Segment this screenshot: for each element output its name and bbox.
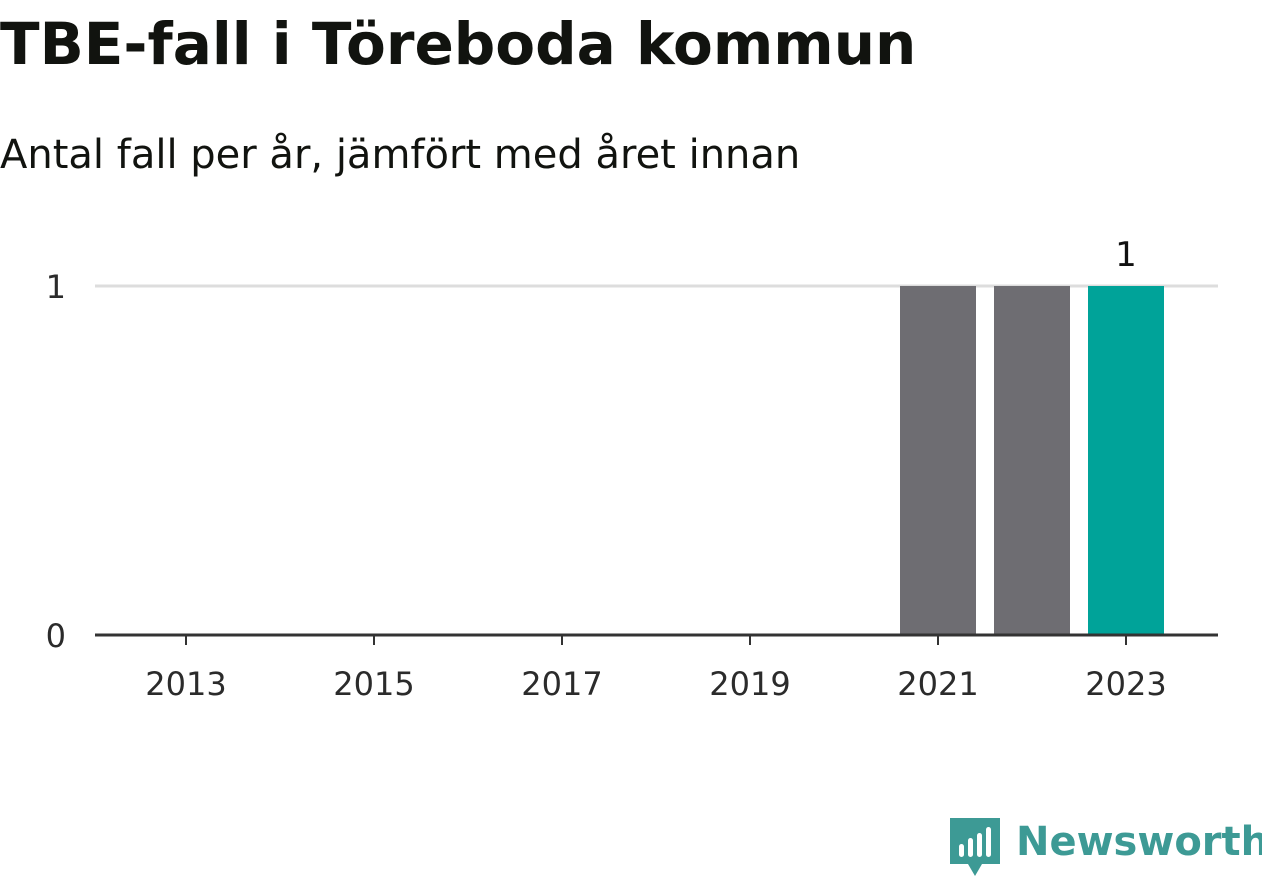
chart-subtitle: Antal fall per år, jämfört med året inna… (0, 132, 801, 178)
bar (1088, 286, 1164, 635)
bar-chart: 0 1 2013 2015 2017 2019 2021 2023 1 (46, 235, 1218, 703)
x-tick-label: 2023 (1085, 665, 1166, 703)
x-tick-label: 2019 (709, 665, 790, 703)
brand-name: Newsworthy (1016, 819, 1262, 865)
newsworthy-logo-icon (950, 818, 1000, 876)
x-tick-label: 2017 (521, 665, 602, 703)
bar (994, 286, 1070, 635)
chart-title: TBE-fall i Töreboda kommun (0, 10, 917, 78)
y-tick-label: 0 (46, 617, 66, 655)
newsworthy-logo: Newsworthy (950, 818, 1262, 880)
x-tick-label: 2013 (145, 665, 226, 703)
x-tick-label: 2015 (333, 665, 414, 703)
bar (900, 286, 976, 635)
y-tick-label: 1 (46, 268, 66, 306)
data-label: 1 (1115, 235, 1137, 275)
x-tick-label: 2021 (897, 665, 978, 703)
